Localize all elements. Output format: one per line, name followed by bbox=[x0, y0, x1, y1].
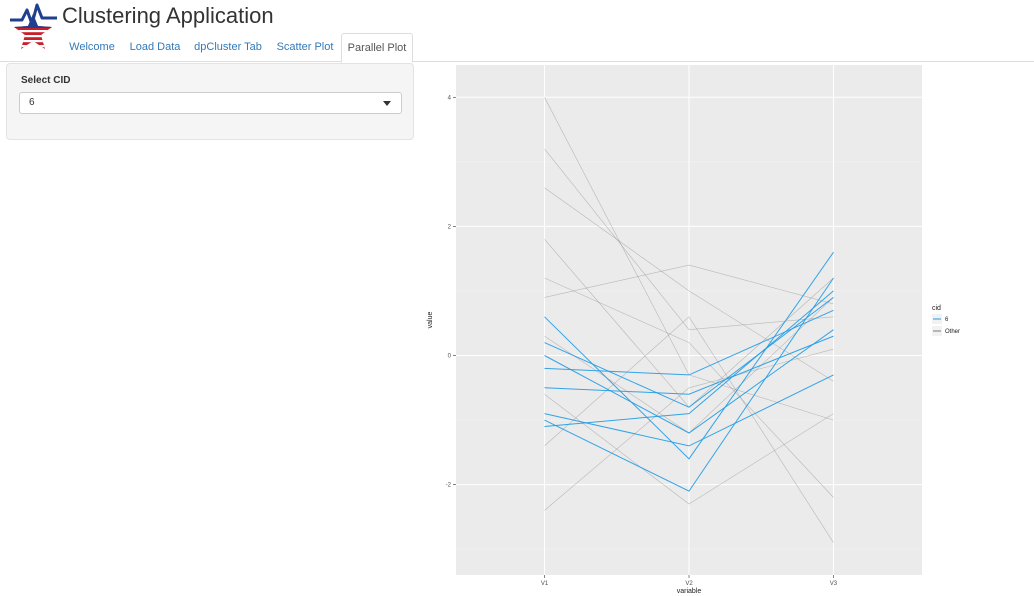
series-line-cid-6 bbox=[544, 374, 834, 447]
series-line-other bbox=[544, 277, 834, 498]
sidebar-panel: Select CID 6 bbox=[6, 63, 414, 140]
y-tick-label: 4 bbox=[448, 95, 452, 101]
chevron-down-icon bbox=[383, 101, 391, 106]
tab-bar: Welcome Load Data dpCluster Tab Scatter … bbox=[0, 33, 1034, 63]
x-tick-label: V3 bbox=[830, 581, 838, 587]
x-tick-label: V1 bbox=[541, 581, 549, 587]
series-line-other bbox=[544, 264, 834, 305]
series-line-other bbox=[544, 393, 834, 505]
y-tick-label: 0 bbox=[448, 354, 452, 360]
tab-dpcluster[interactable]: dpCluster Tab bbox=[194, 41, 262, 53]
x-tick-label: V2 bbox=[685, 581, 693, 587]
legend-label-6: 6 bbox=[945, 317, 949, 323]
x-axis-title: variable bbox=[677, 588, 702, 595]
cid-select-value: 6 bbox=[29, 97, 35, 108]
legend-label-other: Other bbox=[945, 329, 960, 335]
legend: cid 6 Other bbox=[932, 305, 960, 336]
tab-parallel-plot[interactable]: Parallel Plot bbox=[341, 33, 413, 63]
parallel-plot: -2 0 2 4 V1 V2 V3 variable value cid 6 Other bbox=[427, 65, 960, 595]
cid-select[interactable]: 6 bbox=[19, 92, 402, 114]
tab-welcome[interactable]: Welcome bbox=[69, 41, 115, 53]
series-line-cid-6 bbox=[544, 277, 834, 492]
grid-lines bbox=[456, 65, 922, 575]
y-axis-title: value bbox=[427, 312, 434, 329]
legend-title: cid bbox=[932, 305, 941, 312]
select-cid-label: Select CID bbox=[21, 75, 71, 86]
series-line-other bbox=[544, 348, 834, 511]
star-logo-icon bbox=[10, 3, 57, 49]
y-tick-label: 2 bbox=[448, 224, 452, 230]
series-line-other bbox=[544, 187, 834, 382]
series-line-cid-6 bbox=[544, 335, 834, 395]
tab-load-data[interactable]: Load Data bbox=[129, 41, 181, 53]
app-title: Clustering Application bbox=[62, 3, 274, 28]
series-line-cid-6 bbox=[544, 297, 834, 408]
series-line-cid-6 bbox=[544, 329, 834, 434]
series-line-cid-6 bbox=[544, 290, 834, 427]
app-header: Clustering Application Welcome Load Data… bbox=[0, 0, 1034, 63]
axis-ticks: -2 0 2 4 V1 V2 V3 bbox=[446, 95, 838, 587]
y-tick-label: -2 bbox=[446, 483, 452, 489]
series-lines bbox=[544, 97, 834, 543]
tab-scatter-plot[interactable]: Scatter Plot bbox=[276, 41, 334, 53]
series-line-other bbox=[544, 316, 834, 543]
